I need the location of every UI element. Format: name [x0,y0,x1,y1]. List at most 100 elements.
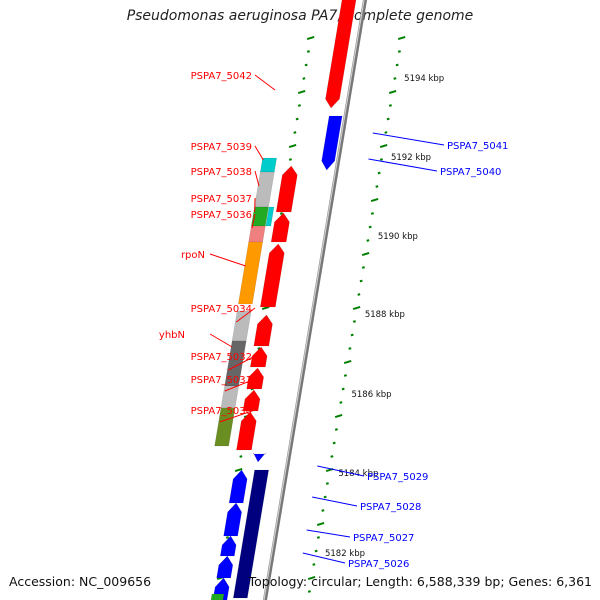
left-gene-label: PSPA7_5042 [191,71,252,82]
left-gene-label: PSPA7_5038 [191,167,252,178]
right-gene-label: PSPA7_5040 [440,167,501,178]
gene-pspa7-5037 [250,206,269,227]
outer-track-dot [343,374,347,377]
left-leader-line [209,333,233,348]
inner-track-dot [225,536,229,539]
scale-label: 5188 kbp [365,310,405,320]
gene-forward-2 [270,212,290,243]
gene-pspa7-5034 [231,310,252,342]
gene-reverse-1 [228,469,248,504]
outer-track-dot [321,509,325,512]
outer-track-dot [307,590,311,593]
outer-track-dot [388,89,397,95]
gene-forward-4 [253,314,273,347]
gene-forward-1 [275,165,298,213]
left-gene-label: PSPA7_5034 [191,304,252,315]
outer-track-dot [350,333,354,337]
outer-track-dot [312,563,316,566]
inner-track-dot [279,212,283,215]
inner-track-dot [297,104,301,107]
right-gene-label: PSPA7_5029 [367,472,428,483]
accession-label: Accession: NC_009656 [9,574,152,589]
outer-track-dot [334,413,343,419]
genome-title: Pseudomonas aeruginosa PA7, complete gen… [126,8,474,24]
left-gene-label: PSPA7_5037 [191,194,252,205]
left-gene-label: PSPA7_5039 [191,142,252,153]
scale-label: 5182 kbp [325,549,365,559]
outer-track-dot [388,104,392,107]
scale-label: 5192 kbp [391,153,431,163]
outer-track-dot [379,143,388,149]
gene-bottom-green [210,593,225,600]
gene-reverse-3 [219,535,237,557]
outer-track-dot [386,117,390,121]
inner-track-dot [234,467,243,473]
outer-track-dot [330,455,334,458]
inner-track-dot [293,131,297,134]
left-leader-line [224,378,256,392]
left-leader-line [236,307,256,323]
inner-track-dot [261,305,270,311]
inner-track-dot [304,63,308,67]
gene-pspa7-5038 [254,171,275,208]
outer-track-dot [379,158,383,161]
outer-track-dot [348,347,352,350]
outer-track-dot [325,482,329,485]
outer-track-dot [397,50,401,53]
outer-track-dot [370,212,374,215]
outer-track-dot [314,549,318,553]
left-gene-label: PSPA7_5036 [191,210,252,221]
inner-track-dot [306,50,310,53]
outer-track-dot [341,387,345,391]
scale-label: 5190 kbp [378,232,418,242]
left-leader-line [228,355,256,371]
outer-track-dot [359,279,363,283]
outer-track-dot [375,185,379,188]
right-gene-label: PSPA7_5041 [447,141,508,152]
outer-track-dot [307,575,316,581]
inner-track-dot [297,89,306,95]
outer-track-dot [395,63,399,67]
left-leader-line [251,213,256,229]
outer-track-dot [361,251,370,257]
right-leader-line [302,552,346,564]
gene-reverse-4 [216,555,234,579]
genome-backbone [262,0,368,600]
gene-forward-6 [246,367,264,390]
inner-track-dot [257,347,261,350]
gene-navy-track [232,469,270,599]
gene-reverse-2 [223,502,242,537]
outer-track-dot [361,266,365,269]
inner-track-dot [239,455,243,458]
outer-track-dot [377,171,381,175]
gene-pspa7-5036 [248,225,266,243]
inner-track-dot [295,117,299,121]
gene-forward-5 [249,346,268,368]
gene-small-blue [252,451,266,463]
outer-track-dot [343,359,352,365]
gene-marker-cyan [265,206,275,227]
outer-track-dot [357,293,361,296]
gene-rpon [237,241,264,305]
topology-label: Topology: circular; Length: 6,588,339 bp… [248,574,592,589]
left-gene-label: PSPA7_5032 [191,352,252,363]
gene-forward-3 [259,243,285,308]
left-gene-label: yhbN [159,330,185,341]
outer-track-dot [334,428,338,431]
outer-track-dot [370,197,379,203]
genome-backbone-highlight [263,0,365,600]
scale-label: 5194 kbp [404,74,444,84]
outer-track-dot [316,521,325,527]
scale-label: 5184 kbp [338,469,378,479]
outer-track-dot [368,225,372,229]
left-leader-line [254,145,264,161]
outer-track-dot [352,320,356,323]
right-leader-line [368,158,438,172]
left-leader-line [219,409,256,423]
outer-track-dot [352,305,361,311]
outer-track-dot [316,536,320,539]
outer-track-dot [384,131,388,134]
gene-pspa7-5039 [259,157,278,173]
outer-track-dot [339,401,343,404]
